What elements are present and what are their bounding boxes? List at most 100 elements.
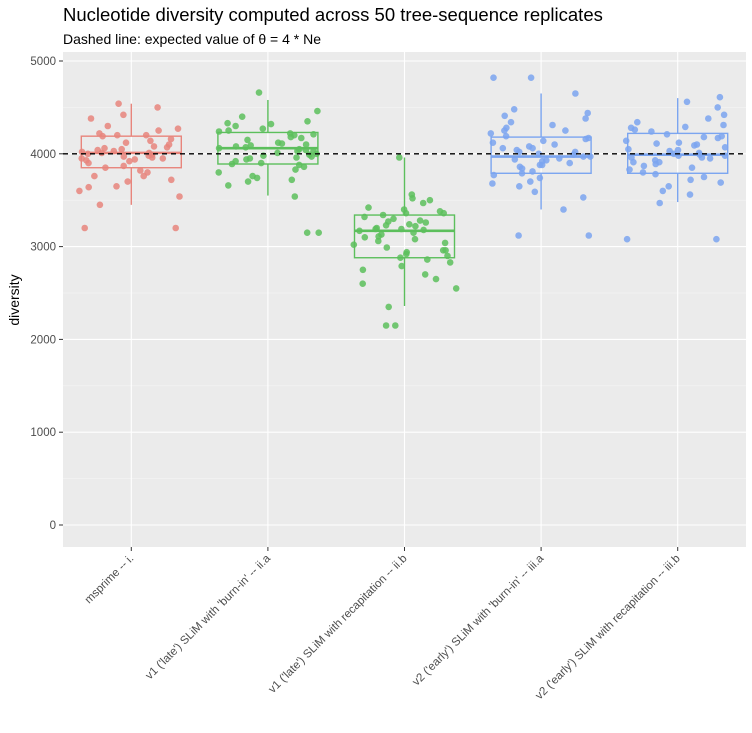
data-point [243,156,250,163]
data-point [91,172,98,180]
data-point [516,183,523,190]
data-point [721,144,729,151]
data-point [244,178,252,185]
data-point [375,237,382,245]
data-point [392,322,399,329]
data-point [675,139,683,146]
data-point [716,93,724,101]
data-point [580,194,587,201]
data-point [625,145,632,153]
data-point [421,271,429,278]
data-point [630,158,637,166]
data-point [155,127,162,134]
data-point [489,180,496,187]
data-point [665,183,672,190]
data-point [584,109,591,117]
data-point [224,119,231,127]
data-point [148,154,156,161]
data-point [124,178,131,185]
data-point [225,182,232,189]
chart-title: Nucleotide diversity computed across 50 … [63,4,603,25]
data-point [385,303,393,311]
data-point [167,135,175,143]
data-point [83,157,90,164]
data-point [688,164,696,171]
chart-subtitle: Dashed line: expected value of θ = 4 * N… [63,31,322,47]
data-point [287,133,295,141]
data-point [215,169,222,176]
data-point [720,121,727,129]
box [627,132,729,174]
data-point [572,90,579,97]
data-point [686,191,694,198]
data-point [288,176,296,184]
x-axis-ticks: msprime -- i. v1 ('late') SLiM with 'burn… [83,547,683,702]
data-point [87,115,95,122]
data-point [159,155,167,162]
x-tick-label: v1 ('late') SLiM with recapitation -- ii… [267,553,410,696]
data-point [499,144,507,152]
data-point [85,183,92,191]
data-point [549,121,556,129]
data-point [656,199,663,207]
data-point [308,153,315,160]
data-point [361,234,369,241]
data-point [720,111,728,119]
data-point [390,215,397,223]
data-point [529,144,536,152]
data-point [382,322,390,329]
data-point [543,157,550,164]
data-point [663,131,671,138]
data-point [383,244,391,251]
data-point [253,174,261,182]
data-point [298,134,305,142]
data-point [142,131,150,139]
data-point [350,241,358,248]
data-point [168,176,175,184]
data-point [700,173,708,181]
data-point [126,157,133,165]
y-tick-label: 2000 [30,334,56,346]
y-tick-label: 1000 [30,427,56,439]
data-point [314,107,321,115]
data-point [118,145,125,153]
data-point [359,280,367,288]
data-point [452,285,460,292]
data-point [398,262,406,270]
data-point [163,144,171,151]
x-tick-label: v2 ('early') SLiM with recapitation -- i… [533,553,682,702]
data-point [302,141,310,148]
data-point [215,128,223,135]
data-point [359,266,367,274]
data-point [147,137,154,145]
data-point [96,201,104,209]
data-point [122,139,130,146]
data-point [652,160,659,168]
data-point [291,193,299,200]
data-point [652,170,659,178]
data-point [705,115,712,122]
data-point [422,219,430,226]
data-point [502,132,510,140]
data-point [585,232,593,239]
data-point [634,118,641,126]
data-point [419,199,427,207]
data-point [515,232,522,239]
data-point [501,127,508,134]
data-point [674,146,682,154]
y-axis-title: diversity [6,274,22,325]
data-point [659,187,667,195]
data-point [531,188,539,196]
data-point [113,183,120,190]
data-point [623,235,631,243]
data-point [411,235,419,243]
data-point [560,206,567,213]
data-point [538,161,546,169]
data-point [278,140,286,147]
data-point [640,162,648,170]
x-tick-label: v2 ('early') SLiM with 'burn-in' -- iii.… [410,552,546,688]
data-point [412,222,419,230]
data-point [540,137,547,145]
x-tick-label: msprime -- i. [83,553,137,607]
